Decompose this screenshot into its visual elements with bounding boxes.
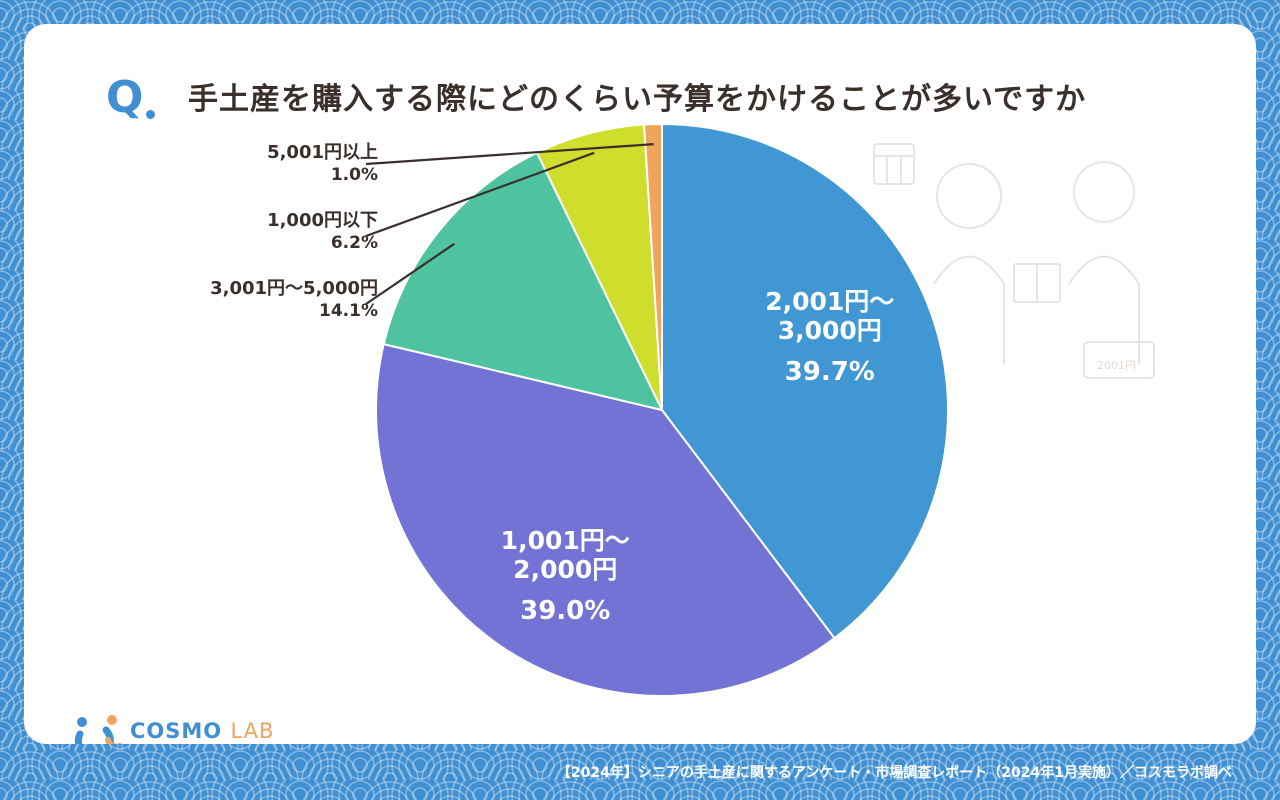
slice-label-outside: 1,000円以下 6.2% xyxy=(267,210,378,254)
slice-percent: 39.7% xyxy=(784,356,875,387)
slice-percent: 39.0% xyxy=(520,595,611,626)
slice-percent: 6.2% xyxy=(330,232,378,253)
leader-line xyxy=(365,143,654,166)
leader-line xyxy=(365,151,595,238)
seniors-illustration: 2001円 xyxy=(873,143,1155,379)
slice-label-inside: 1,001円〜 2,000円 39.0% xyxy=(501,527,630,626)
logo-mark-icon xyxy=(74,715,123,744)
chart-title: 手土産を購入する際にどのくらい予算をかけることが多いですか xyxy=(188,82,1087,117)
slice-label-text: 3,000円 xyxy=(777,316,882,346)
source-footer: 【2024年】シニアの手土産に関するアンケート・市場調査レポート（2024年1月… xyxy=(556,765,1232,781)
slice-label-outside: 3,001円〜5,000円 14.1% xyxy=(210,278,378,322)
slice-label-text: 3,001円〜5,000円 xyxy=(210,278,378,299)
pie-slice xyxy=(661,122,949,640)
slice-label-text: 1,000円以下 xyxy=(267,210,378,231)
slice-label-outside: 5,001円以上 1.0% xyxy=(267,142,378,186)
slice-percent: 1.0% xyxy=(330,164,378,185)
content-card: Q 手土産を購入する際にどのくらい予算をかけることが多いですか 2001円 CO… xyxy=(24,24,1256,744)
pie-slice xyxy=(375,342,836,697)
question-mark-dot xyxy=(146,110,155,119)
cosmo-lab-logo: COSMO LAB xyxy=(72,712,274,744)
slice-label-text: 5,001円以上 xyxy=(267,142,378,163)
pie-slice xyxy=(642,122,663,411)
slice-label-text: 1,001円〜 xyxy=(500,526,630,556)
slice-label-text: 2,001円〜 xyxy=(765,287,895,317)
pie-slice xyxy=(382,151,664,412)
leader-line xyxy=(365,242,456,305)
question-mark: Q xyxy=(106,72,144,123)
slice-percent: 14.1% xyxy=(319,300,378,321)
slice-label-inside: 2,001円〜 3,000円 39.7% xyxy=(765,288,894,387)
logo-main-text: COSMO xyxy=(130,719,223,743)
slice-label-text: 2,000円 xyxy=(513,555,618,585)
pie-chart xyxy=(365,122,949,697)
price-tag-text: 2001円 xyxy=(1097,359,1136,372)
logo-text: COSMO LAB xyxy=(130,719,274,743)
logo-sub-text: LAB xyxy=(230,719,275,743)
